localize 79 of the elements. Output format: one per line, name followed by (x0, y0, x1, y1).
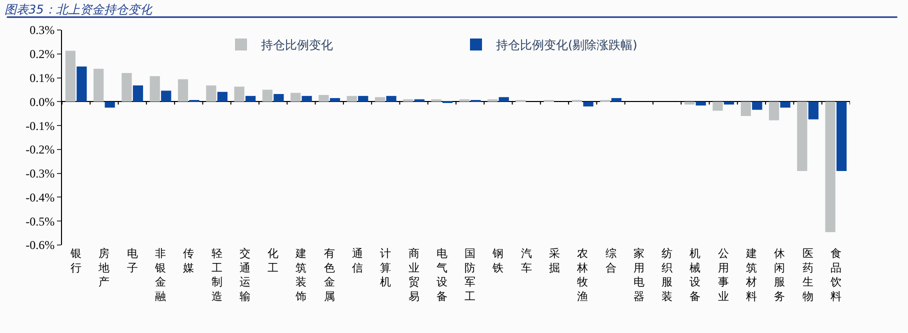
x-tick-label: 家用电器 (633, 247, 644, 303)
x-tick-label: 综合 (605, 247, 616, 274)
y-tick-label: 0.1% (30, 70, 55, 85)
x-tick-label: 医药生物 (802, 247, 814, 303)
bar (65, 50, 76, 102)
x-tick-label: 通信 (352, 247, 363, 274)
legend-label: 持仓比例变化(剔除涨跌幅) (496, 38, 638, 52)
chart-title: 图表35：北上资金持仓变化 (4, 2, 153, 16)
bar (262, 90, 273, 102)
x-tick-label: 房地产 (98, 247, 110, 289)
x-tick-label: 汽车 (520, 247, 532, 274)
x-tick-label: 电气设备 (436, 247, 448, 303)
bar (374, 97, 386, 102)
x-tick-label: 采掘 (549, 247, 560, 274)
bar (94, 68, 104, 102)
x-tick-label: 电子 (126, 247, 138, 274)
x-tick-label: 农林牧渔 (576, 247, 588, 303)
x-tick-label: 商业贸易 (408, 247, 420, 303)
x-tick-label: 传媒 (183, 247, 194, 274)
bar (752, 102, 762, 110)
bar (161, 90, 172, 102)
bar (797, 102, 808, 171)
y-tick-label: -0.4% (26, 190, 55, 204)
y-tick-label: -0.5% (26, 214, 55, 228)
bar (217, 92, 228, 102)
bar (780, 102, 790, 108)
y-tick-label: -0.2% (26, 142, 55, 157)
bar (346, 96, 357, 102)
x-tick-label: 有色金属 (324, 247, 335, 303)
bar (290, 92, 301, 102)
x-tick-label: 非银金融 (154, 247, 166, 303)
bar (808, 102, 818, 120)
bar (234, 86, 244, 102)
x-tick-label: 休闲服务 (774, 247, 786, 303)
x-tick-label: 钢铁 (492, 247, 504, 274)
bar (245, 96, 256, 102)
bar (386, 96, 396, 102)
bar (274, 94, 284, 102)
x-tick-label: 轻工制造 (211, 247, 222, 303)
y-tick-label: 0.0% (30, 94, 55, 109)
bar (132, 85, 144, 102)
x-tick-label: 食品饮料 (829, 247, 842, 303)
bar (740, 102, 751, 116)
y-tick-label: 0.2% (30, 47, 55, 62)
y-tick-label: -0.3% (26, 166, 55, 181)
bar (318, 94, 329, 102)
bar (768, 102, 780, 120)
bar (684, 102, 695, 105)
bar (178, 79, 188, 102)
x-tick-label: 计算机 (380, 247, 392, 289)
x-tick-label: 建筑装饰 (294, 247, 307, 303)
bar (150, 76, 160, 102)
bar (302, 96, 312, 102)
bar (712, 102, 723, 111)
x-tick-label: 纺织服装 (662, 247, 673, 303)
x-tick-label: 机械设备 (690, 247, 701, 303)
y-tick-label: -0.6% (26, 238, 55, 252)
bar (122, 73, 132, 102)
x-tick-label: 交通运输 (239, 247, 250, 303)
bar (724, 102, 734, 105)
bar (836, 102, 847, 171)
y-tick-label: -0.1% (26, 118, 55, 133)
bar (206, 85, 216, 102)
x-tick-label: 建筑材料 (745, 247, 757, 303)
x-tick-label: 银行 (70, 247, 82, 274)
bar (358, 96, 368, 102)
x-tick-label: 国防军工 (464, 247, 476, 303)
bar (104, 102, 115, 108)
bar (583, 102, 594, 106)
bar (611, 98, 622, 102)
x-tick-label: 公用事业 (718, 247, 729, 303)
legend-label: 持仓比例变化 (261, 38, 333, 52)
y-tick-label: 0.3% (30, 23, 55, 38)
bar (825, 102, 836, 232)
bar (696, 102, 706, 106)
x-tick-label: 化工 (268, 247, 279, 274)
bar (330, 98, 340, 102)
bar (498, 97, 509, 102)
bar (76, 66, 87, 102)
